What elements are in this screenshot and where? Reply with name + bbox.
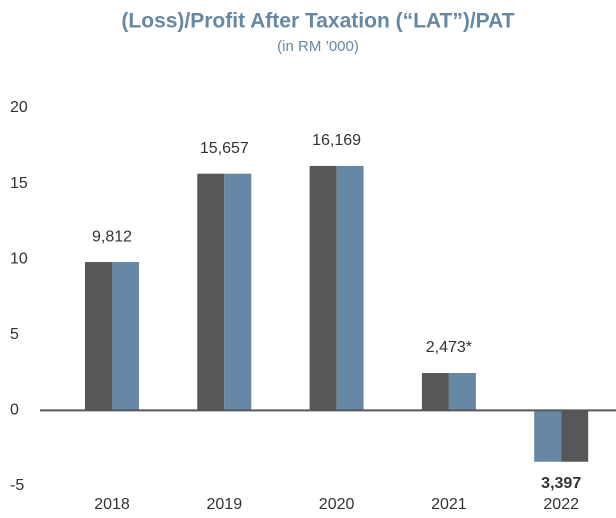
y-tick-label: 20 — [10, 99, 28, 116]
x-tick-label: 2020 — [319, 496, 355, 513]
data-label: 3,397 — [541, 475, 581, 492]
bar — [197, 173, 225, 411]
bar — [534, 410, 562, 462]
bar — [309, 165, 337, 411]
x-tick-label: 2022 — [543, 496, 579, 513]
y-tick-label: 5 — [10, 326, 19, 343]
bar — [448, 373, 476, 411]
bar — [561, 410, 589, 462]
y-tick-label: 10 — [10, 250, 28, 267]
bar — [112, 262, 139, 411]
y-tick-label: 15 — [10, 175, 28, 192]
chart-title: (Loss)/Profit After Taxation (“LAT”)/PAT — [121, 10, 514, 33]
bar — [336, 165, 364, 411]
bar — [421, 373, 449, 411]
bar — [85, 262, 112, 411]
data-label: 2,473* — [426, 339, 472, 356]
data-label: 15,657 — [200, 140, 249, 157]
data-label: 9,812 — [92, 228, 132, 245]
bar — [224, 173, 252, 411]
y-tick-label: -5 — [10, 477, 24, 494]
data-label: 16,169 — [312, 132, 361, 149]
x-tick-label: 2019 — [207, 496, 243, 513]
chart-subtitle: (in RM ’000) — [277, 38, 359, 55]
x-tick-label: 2018 — [94, 496, 130, 513]
x-tick-label: 2021 — [431, 496, 467, 513]
y-tick-label: 0 — [10, 402, 19, 419]
